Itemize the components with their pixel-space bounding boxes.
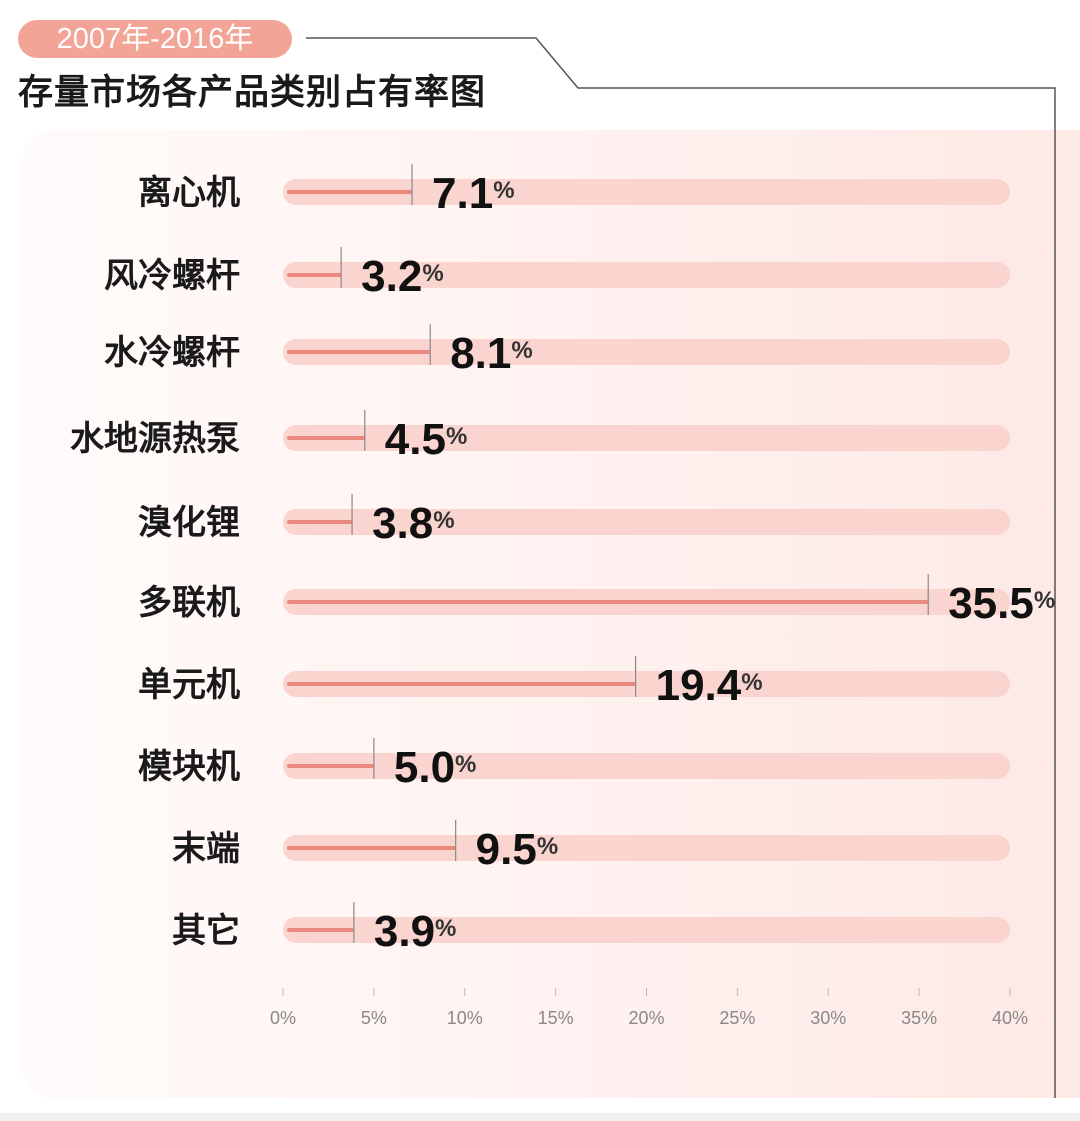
data-label: 9.5% bbox=[476, 825, 559, 874]
bar-track bbox=[283, 262, 1010, 288]
data-label-value: 8.1 bbox=[450, 329, 511, 378]
data-label-unit: % bbox=[1034, 587, 1055, 614]
bar-track bbox=[283, 753, 1010, 779]
bar-row: 末端 9.5% bbox=[172, 820, 1010, 874]
x-tick-label: 10% bbox=[447, 1008, 483, 1028]
x-tick-label: 30% bbox=[810, 1008, 846, 1028]
bar bbox=[287, 190, 413, 194]
data-label-value: 7.1 bbox=[432, 169, 493, 218]
data-label: 3.8% bbox=[372, 499, 455, 548]
bar-track bbox=[283, 425, 1010, 451]
bar bbox=[287, 273, 342, 277]
category-label: 水冷螺杆 bbox=[104, 333, 240, 373]
data-label: 7.1% bbox=[432, 169, 515, 218]
category-label: 溴化锂 bbox=[138, 503, 240, 543]
bar bbox=[287, 764, 374, 768]
bar-row: 多联机 35.5% bbox=[138, 574, 1055, 628]
data-label: 19.4% bbox=[656, 661, 763, 710]
data-label-value: 4.5 bbox=[385, 415, 446, 464]
bar-row: 离心机 7.1% bbox=[138, 164, 1010, 218]
bar bbox=[287, 436, 365, 440]
data-label-unit: % bbox=[511, 337, 532, 364]
data-label-unit: % bbox=[435, 915, 456, 942]
bar-row: 水冷螺杆 8.1% bbox=[104, 324, 1010, 378]
data-label-unit: % bbox=[537, 833, 558, 860]
data-label: 3.2% bbox=[361, 252, 444, 301]
bar-track bbox=[283, 509, 1010, 535]
period-badge: 2007年-2016年 bbox=[18, 20, 292, 58]
data-label-value: 3.2 bbox=[361, 252, 422, 301]
data-label: 35.5% bbox=[948, 579, 1055, 628]
bar bbox=[287, 350, 431, 354]
category-label: 模块机 bbox=[138, 747, 240, 787]
bar bbox=[287, 846, 456, 850]
chart-title: 存量市场各产品类别占有率图 bbox=[18, 72, 487, 113]
x-tick-label: 0% bbox=[270, 1008, 296, 1028]
category-label: 多联机 bbox=[138, 583, 240, 623]
x-tick-label: 25% bbox=[719, 1008, 755, 1028]
bar bbox=[287, 928, 354, 932]
data-label: 8.1% bbox=[450, 329, 533, 378]
data-label-value: 5.0 bbox=[394, 743, 455, 792]
category-label: 其它 bbox=[172, 911, 240, 951]
data-label-unit: % bbox=[741, 669, 762, 696]
bottom-strip bbox=[0, 1113, 1080, 1121]
data-label-unit: % bbox=[422, 260, 443, 287]
data-label-value: 3.8 bbox=[372, 499, 433, 548]
data-label-unit: % bbox=[493, 177, 514, 204]
data-label-value: 3.9 bbox=[374, 907, 435, 956]
x-tick-label: 40% bbox=[992, 1008, 1028, 1028]
bar-row: 模块机 5.0% bbox=[138, 738, 1010, 792]
bar-row: 其它 3.9% bbox=[172, 902, 1010, 956]
bar-track bbox=[283, 671, 1010, 697]
x-tick-label: 20% bbox=[628, 1008, 664, 1028]
data-label-value: 19.4 bbox=[656, 661, 742, 710]
data-label-value: 35.5 bbox=[948, 579, 1034, 628]
data-label-unit: % bbox=[455, 751, 476, 778]
category-label: 水地源热泵 bbox=[70, 419, 240, 459]
data-label-value: 9.5 bbox=[476, 825, 537, 874]
category-label: 风冷螺杆 bbox=[104, 256, 240, 296]
bar-track bbox=[283, 179, 1010, 205]
x-tick-label: 35% bbox=[901, 1008, 937, 1028]
bar-row: 水地源热泵 4.5% bbox=[70, 410, 1010, 464]
bar bbox=[287, 682, 636, 686]
data-label-unit: % bbox=[446, 423, 467, 450]
x-tick-label: 15% bbox=[538, 1008, 574, 1028]
bar bbox=[287, 600, 929, 604]
category-label: 离心机 bbox=[138, 173, 240, 213]
bar-row: 风冷螺杆 3.2% bbox=[104, 247, 1010, 301]
bar bbox=[287, 520, 353, 524]
data-label: 4.5% bbox=[385, 415, 468, 464]
bar-row: 单元机 19.4% bbox=[138, 656, 1010, 710]
category-label: 单元机 bbox=[138, 665, 240, 705]
data-label-unit: % bbox=[433, 507, 454, 534]
bar-row: 溴化锂 3.8% bbox=[138, 494, 1010, 548]
data-label: 5.0% bbox=[394, 743, 477, 792]
bar-track bbox=[283, 339, 1010, 365]
x-tick-label: 5% bbox=[361, 1008, 387, 1028]
bar-track bbox=[283, 917, 1010, 943]
data-label: 3.9% bbox=[374, 907, 457, 956]
category-label: 末端 bbox=[172, 829, 240, 869]
bar-track bbox=[283, 835, 1010, 861]
